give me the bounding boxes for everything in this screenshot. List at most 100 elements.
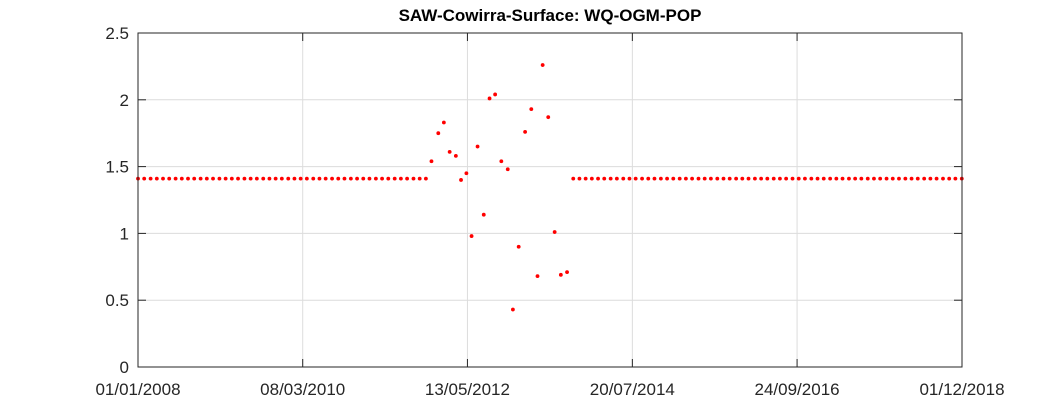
data-point: [614, 176, 619, 181]
data-point: [511, 307, 515, 312]
data-point: [330, 176, 334, 181]
data-point: [469, 234, 474, 238]
x-tick-labels: 01/01/2008 08/03/2010 13/05/2012 20/07/2014…: [95, 380, 1004, 399]
data-point: [821, 176, 826, 181]
y-tick-label: 0.5: [105, 291, 129, 310]
data-point: [154, 176, 159, 181]
data-point: [173, 176, 178, 181]
data-point: [417, 176, 422, 181]
data-point: [254, 176, 259, 181]
data-point: [398, 176, 403, 181]
data-point: [229, 176, 234, 181]
data-point: [740, 176, 745, 181]
data-points: [136, 63, 964, 312]
data-point: [602, 176, 607, 181]
data-point: [411, 176, 416, 181]
data-point: [342, 176, 347, 181]
data-point: [897, 176, 901, 181]
data-point: [348, 176, 353, 181]
data-point: [589, 176, 594, 181]
data-point: [859, 176, 864, 181]
data-point: [436, 131, 441, 136]
data-point: [459, 178, 463, 182]
y-tick-label: 0: [120, 358, 129, 377]
data-point: [286, 176, 291, 181]
data-point: [429, 159, 434, 164]
data-point: [355, 176, 359, 181]
data-point: [941, 176, 945, 181]
data-point: [621, 176, 626, 181]
data-point: [186, 176, 190, 181]
data-point: [847, 176, 851, 181]
data-point: [386, 176, 391, 181]
data-point: [928, 176, 933, 181]
data-point: [142, 176, 147, 181]
data-point: [148, 176, 153, 181]
data-point: [167, 176, 172, 181]
data-point: [934, 176, 939, 181]
data-point: [546, 115, 551, 120]
data-point: [734, 176, 739, 181]
data-point: [878, 176, 883, 181]
data-point: [865, 176, 870, 181]
data-point: [840, 176, 845, 181]
data-point: [753, 176, 757, 181]
data-point: [523, 129, 527, 134]
plot-area: [138, 33, 962, 367]
data-point: [577, 176, 582, 181]
data-point: [565, 270, 569, 275]
data-point: [441, 120, 446, 125]
data-point: [311, 176, 316, 181]
data-point: [627, 176, 632, 181]
data-point: [298, 176, 303, 181]
data-point: [267, 176, 272, 181]
data-point: [903, 176, 908, 181]
data-point: [796, 176, 801, 181]
data-point: [552, 230, 557, 234]
y-tick-label: 2: [120, 91, 129, 110]
data-point: [727, 176, 732, 181]
data-point: [708, 176, 713, 181]
data-point: [323, 176, 328, 181]
data-point: [809, 176, 814, 181]
data-point: [746, 176, 751, 181]
data-point: [540, 63, 545, 67]
x-tick-label: 24/09/2016: [755, 380, 840, 399]
data-point: [392, 176, 397, 181]
y-tick-label: 1: [120, 224, 129, 243]
data-point: [535, 274, 540, 279]
data-point: [872, 176, 876, 181]
data-point: [683, 176, 688, 181]
data-point: [236, 176, 240, 181]
data-point: [487, 96, 492, 101]
data-point: [380, 176, 384, 181]
data-point: [596, 176, 600, 181]
data-point: [759, 176, 764, 181]
data-point: [608, 176, 613, 181]
data-point: [464, 171, 469, 176]
data-point: [915, 176, 920, 181]
data-point: [279, 176, 284, 181]
data-point: [853, 176, 858, 181]
data-point: [336, 176, 341, 181]
data-point: [453, 154, 458, 158]
data-point: [828, 176, 833, 181]
data-point: [261, 176, 266, 181]
data-point: [217, 176, 222, 181]
data-point: [715, 176, 720, 181]
data-point: [790, 176, 795, 181]
x-tick-label: 13/05/2012: [425, 380, 510, 399]
data-point: [665, 176, 669, 181]
data-point: [179, 176, 184, 181]
data-point: [640, 176, 644, 181]
x-tick-label: 01/01/2008: [95, 380, 180, 399]
data-point: [815, 176, 820, 181]
data-point: [423, 176, 428, 181]
data-point: [361, 176, 366, 181]
data-point: [192, 176, 197, 181]
data-point: [493, 92, 498, 97]
data-point: [571, 176, 576, 181]
data-point: [405, 176, 409, 181]
data-point: [161, 176, 165, 181]
